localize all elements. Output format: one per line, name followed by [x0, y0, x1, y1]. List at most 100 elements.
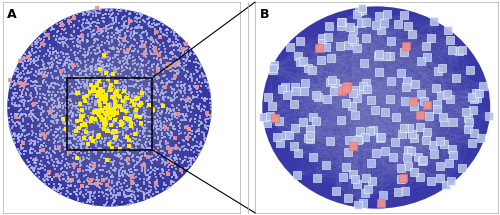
Point — [44, 109, 52, 113]
Point — [170, 108, 177, 111]
Point — [138, 13, 146, 16]
Point — [174, 44, 182, 47]
Point — [162, 68, 170, 71]
Point — [184, 55, 192, 59]
Point — [118, 200, 126, 204]
Point — [38, 58, 46, 62]
Point — [115, 39, 123, 42]
Point — [105, 78, 113, 81]
Point — [112, 18, 120, 22]
Point — [154, 66, 162, 69]
Point — [75, 178, 83, 181]
Point — [130, 160, 138, 163]
Point — [12, 82, 20, 86]
Point — [30, 131, 38, 135]
Point — [436, 176, 444, 180]
Point — [32, 51, 40, 54]
Point — [69, 65, 77, 68]
Point — [150, 45, 158, 49]
Point — [94, 68, 102, 71]
Point — [60, 144, 68, 147]
Point — [80, 142, 88, 145]
Point — [34, 58, 42, 61]
Point — [130, 94, 138, 98]
Point — [170, 104, 177, 108]
Point — [122, 94, 130, 98]
Point — [59, 52, 67, 55]
Point — [92, 101, 100, 104]
Point — [130, 30, 138, 34]
Point — [172, 60, 180, 64]
Point — [125, 174, 133, 178]
Point — [169, 68, 177, 72]
Point — [43, 177, 51, 181]
Point — [73, 187, 81, 190]
Point — [141, 164, 149, 167]
Point — [86, 163, 94, 166]
Point — [353, 12, 361, 16]
Point — [134, 133, 141, 136]
Point — [144, 140, 152, 143]
Point — [132, 63, 140, 67]
Point — [70, 167, 78, 170]
Point — [158, 79, 166, 83]
Point — [43, 172, 51, 176]
Point — [198, 64, 205, 68]
Point — [72, 125, 80, 129]
Point — [38, 43, 46, 46]
Point — [102, 9, 110, 12]
Point — [183, 106, 191, 109]
Point — [94, 25, 102, 29]
Point — [140, 196, 148, 200]
Point — [106, 57, 114, 60]
Point — [72, 173, 80, 177]
Point — [67, 192, 75, 196]
Point — [42, 80, 50, 84]
Point — [28, 156, 36, 160]
Point — [61, 63, 69, 67]
Point — [92, 104, 100, 107]
Point — [174, 38, 182, 41]
Point — [128, 84, 136, 87]
Point — [49, 164, 57, 167]
Point — [443, 93, 451, 96]
Point — [192, 57, 200, 61]
Point — [102, 110, 110, 113]
Point — [32, 164, 40, 167]
Point — [358, 7, 366, 10]
Point — [194, 62, 202, 65]
Point — [15, 103, 23, 106]
Point — [192, 61, 200, 64]
Point — [149, 106, 157, 109]
Point — [104, 24, 112, 28]
Point — [442, 184, 450, 187]
Point — [24, 161, 32, 164]
Point — [108, 124, 116, 127]
Point — [118, 134, 126, 137]
Point — [102, 12, 110, 16]
Point — [158, 134, 166, 137]
Point — [30, 80, 38, 83]
Point — [116, 95, 124, 98]
Point — [12, 135, 20, 138]
Point — [351, 88, 359, 92]
Point — [448, 48, 456, 52]
Point — [138, 36, 145, 40]
Point — [38, 134, 46, 138]
Point — [82, 107, 90, 111]
Point — [180, 51, 188, 54]
Point — [162, 140, 170, 143]
Point — [190, 72, 198, 76]
Point — [78, 132, 86, 135]
Point — [143, 146, 151, 150]
Point — [146, 15, 154, 19]
Point — [367, 98, 375, 102]
Point — [110, 11, 118, 15]
Point — [182, 50, 190, 54]
Point — [108, 192, 116, 195]
Point — [189, 145, 197, 148]
Point — [164, 168, 172, 172]
Point — [137, 189, 145, 193]
Point — [132, 98, 140, 101]
Point — [76, 184, 84, 187]
